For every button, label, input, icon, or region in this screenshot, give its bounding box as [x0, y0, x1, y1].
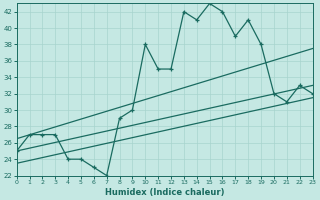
X-axis label: Humidex (Indice chaleur): Humidex (Indice chaleur) [105, 188, 224, 197]
